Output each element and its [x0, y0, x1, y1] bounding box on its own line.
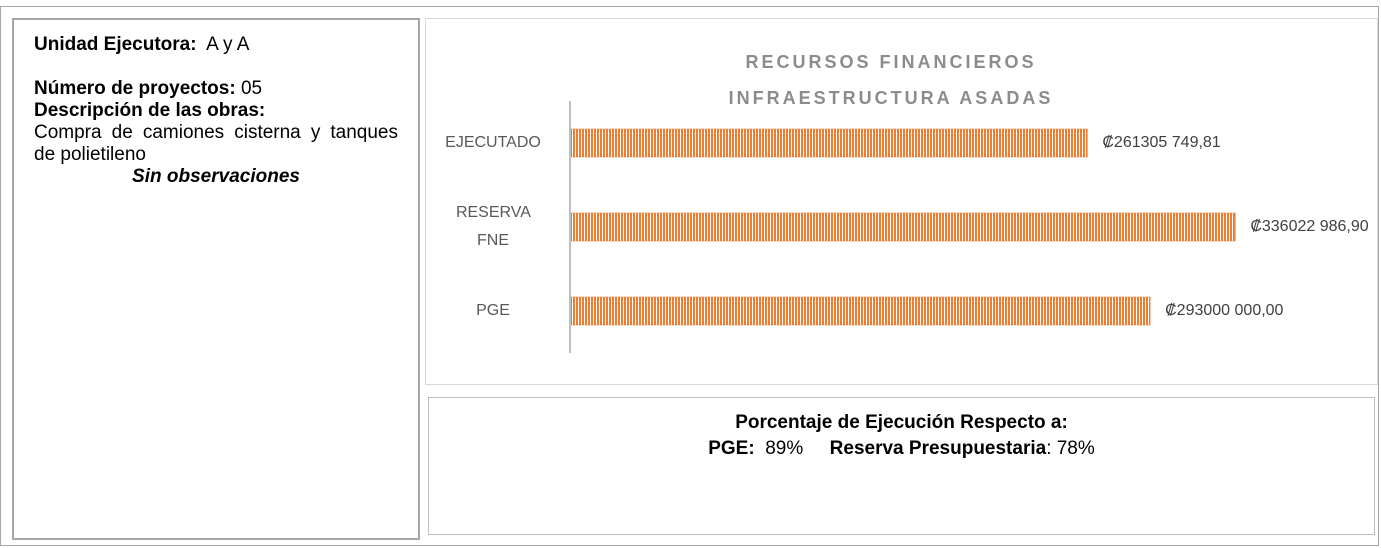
category-label-wrap: PGE [426, 271, 560, 351]
summary-items: PGE: 89% Reserva Presupuestaria: 78% [429, 436, 1374, 462]
category-label-wrap: RESERVA FNE [426, 187, 560, 267]
summary-label: Reserva Presupuestaria [829, 438, 1047, 459]
category-label: EJECUTADO [445, 134, 541, 151]
page-frame [0, 6, 1379, 546]
category-label-box: PGE [426, 271, 560, 351]
description-label: Descripción de las obras: [34, 100, 266, 121]
observations: Sin observaciones [132, 166, 300, 187]
bar [569, 296, 1151, 326]
projects-label: Número de proyectos: [34, 78, 236, 99]
unit-value: A y A [206, 34, 250, 55]
summary-value: : 78% [1046, 438, 1095, 459]
chart-box: RECURSOS FINANCIEROS INFRAESTRUCTURA ASA… [425, 18, 1378, 385]
value-label: ₡336022 986,90 [1250, 218, 1368, 235]
chart: RECURSOS FINANCIEROS INFRAESTRUCTURA ASA… [426, 52, 1369, 353]
value-label: ₡261305 749,81 [1102, 134, 1220, 151]
summary-box: Porcentaje de Ejecución Respecto a: PGE:… [428, 397, 1375, 535]
info-panel: Unidad Ejecutora: A y A Número de proyec… [12, 18, 420, 540]
category-label-wrap: EJECUTADO [426, 103, 560, 183]
category-label-box: RESERVA FNE [426, 187, 560, 267]
description-row: Descripción de las obras: [34, 100, 398, 122]
unit-label: Unidad Ejecutora: [34, 34, 197, 55]
projects-row: Número de proyectos: 05 [34, 78, 398, 100]
description: Compra de camiones cisterna y tanques de… [34, 122, 398, 165]
category-label: PGE [476, 302, 510, 319]
category-label-box: EJECUTADO [426, 103, 560, 183]
chart-title: RECURSOS FINANCIEROS [745, 52, 1036, 72]
value-label: ₡293000 000,00 [1165, 302, 1283, 319]
summary-value: 89% [765, 438, 804, 459]
summary-title: Porcentaje de Ejecución Respecto a: [735, 412, 1068, 433]
category-label: RESERVA FNE [455, 204, 531, 249]
unit-row: Unidad Ejecutora: A y A [34, 34, 398, 56]
bar [569, 212, 1236, 242]
summary-label: PGE: [708, 438, 755, 459]
chart-title: INFRAESTRUCTURA ASADAS [729, 88, 1054, 108]
projects-value: 05 [240, 78, 263, 99]
bar [569, 128, 1088, 158]
